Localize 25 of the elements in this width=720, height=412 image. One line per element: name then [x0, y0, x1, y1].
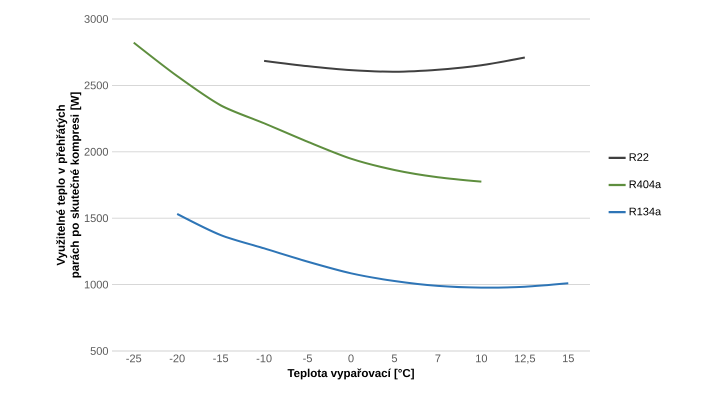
x-tick-label: 15: [563, 354, 574, 362]
x-tick-label: -10: [256, 354, 272, 362]
x-axis-title: Teplota vypařovací [°C]: [288, 368, 414, 380]
x-tick-label: -20: [170, 354, 185, 362]
x-tick-label: 0: [348, 354, 354, 362]
x-tick-label: 5: [392, 354, 398, 362]
legend-label: R404a: [630, 180, 662, 188]
y-tick-label: 2000: [84, 148, 108, 156]
line-series: [132, 42, 482, 183]
line-series: [263, 56, 526, 73]
y-tick-label: 500: [90, 347, 108, 355]
x-tick-label: 10: [476, 354, 488, 362]
legend-label: R22: [630, 153, 648, 161]
y-axis-title: Využitelné teplo v přehřátých parách po skutečné kompresi [W]: [56, 92, 82, 278]
line-series: [176, 212, 570, 289]
y-tick-label: 1500: [84, 214, 108, 222]
y-tick-label: 3000: [84, 15, 108, 23]
x-tick-label: -5: [303, 354, 312, 362]
x-tick-label: 12,5: [514, 354, 536, 364]
x-tick-label: -15: [213, 354, 228, 362]
y-tick-label: 2500: [84, 81, 108, 90]
x-tick-label: -25: [126, 354, 142, 362]
y-tick-label: 1000: [84, 280, 108, 288]
x-tick-label: 7: [435, 354, 440, 362]
legend-label: R134a: [630, 208, 662, 216]
